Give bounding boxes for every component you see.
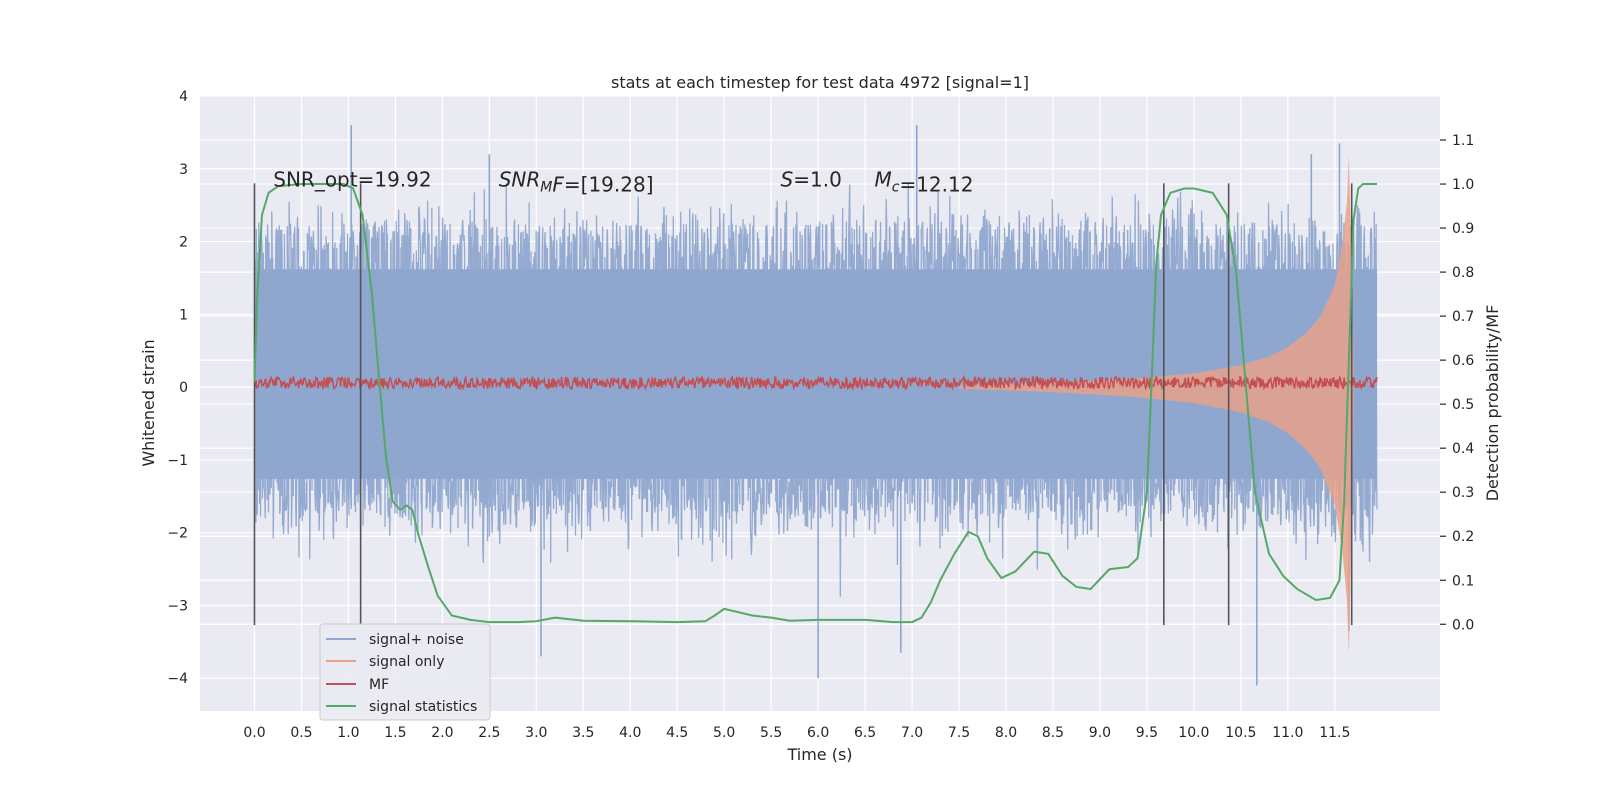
y2-tick-label: 1.0 <box>1452 177 1474 193</box>
x-tick-label: 5.5 <box>760 725 782 741</box>
x-tick-label: 10.5 <box>1225 725 1256 741</box>
y-tick-label: 2 <box>179 235 188 251</box>
x-tick-label: 3.5 <box>572 725 594 741</box>
x-tick-label: 2.5 <box>478 725 500 741</box>
y-tick-label: 1 <box>179 307 188 323</box>
y-tick-label: 3 <box>179 162 188 178</box>
y2-tick-label: 0.9 <box>1452 221 1474 237</box>
x-tick-label: 8.0 <box>995 725 1017 741</box>
y-tick-label: 4 <box>179 89 188 105</box>
x-tick-label: 1.5 <box>384 725 406 741</box>
series-signal-statistics <box>253 183 1378 624</box>
y-tick-label: −4 <box>167 671 188 687</box>
x-tick-label: 11.0 <box>1272 725 1303 741</box>
legend-label-signal-only: signal only <box>369 654 444 670</box>
x-tick-label: 7.0 <box>901 725 923 741</box>
y2-tick-label: 1.1 <box>1452 133 1474 149</box>
annotation-2: S=1.0 <box>781 168 842 192</box>
x-tick-label: 3.0 <box>525 725 547 741</box>
y2-tick-label: 0.3 <box>1452 485 1474 501</box>
legend-box <box>319 623 491 721</box>
x-tick-label: 2.0 <box>431 725 453 741</box>
y-tick-label: −3 <box>167 598 188 614</box>
x-tick-label: 0.0 <box>243 725 265 741</box>
x-tick-label: 5.0 <box>713 725 735 741</box>
signal-statistics-line <box>253 183 1378 624</box>
x-tick-label: 9.0 <box>1089 725 1111 741</box>
x-tick-label: 6.0 <box>807 725 829 741</box>
y2-tick-label: 0.5 <box>1452 397 1474 413</box>
y2-tick-label: 0.8 <box>1452 265 1474 281</box>
y2-tick-label: 0.6 <box>1452 353 1474 369</box>
y2-tick-label: 0.7 <box>1452 309 1474 325</box>
x-tick-label: 11.5 <box>1319 725 1350 741</box>
legend-label-signal-plus-noise: signal+ noise <box>369 632 464 648</box>
x-tick-label: 4.5 <box>666 725 688 741</box>
y2-tick-label: 0.1 <box>1452 573 1474 589</box>
legend-label-signal-statistics: signal statistics <box>369 699 477 715</box>
mf-line <box>253 374 1378 392</box>
y2-axis-ticks: 0.0 0.1 0.2 0.3 0.4 0.5 0.6 0.7 0.8 0.9 1.0 1.1 <box>1440 133 1474 633</box>
legend: signal+ noise signal only MF signal stat… <box>319 623 491 721</box>
annotations: SNR_opt=19.92 SNRMF=[19.28] S=1.0 Mc=12.12 <box>273 168 973 197</box>
annotation-1: SNRMF=[19.28] <box>499 168 654 197</box>
plot-area <box>253 125 1378 686</box>
annotation-0: SNR_opt=19.92 <box>273 168 431 192</box>
series-mf <box>253 374 1378 392</box>
x-axis-label: Time (s) <box>786 745 852 764</box>
x-tick-label: 9.5 <box>1136 725 1158 741</box>
vertical-markers <box>253 183 1353 626</box>
x-tick-label: 8.5 <box>1042 725 1064 741</box>
x-tick-label: 0.5 <box>290 725 312 741</box>
y-axis-label: Whitened strain <box>139 339 158 466</box>
x-axis-ticks: 0.0 0.5 1.0 1.5 2.0 2.5 3.0 3.5 4.0 4.5 5.0 5.5 6.0 6… <box>243 725 1350 741</box>
y-tick-label: 0 <box>179 380 188 396</box>
y-tick-label: −1 <box>167 453 188 469</box>
x-tick-label: 6.5 <box>854 725 876 741</box>
x-tick-label: 10.0 <box>1178 725 1209 741</box>
y-axis-ticks: −4 −3 −2 −1 0 1 2 3 4 <box>167 89 188 687</box>
y-tick-label: −2 <box>167 526 188 542</box>
annotation-3: Mc=12.12 <box>874 168 973 197</box>
x-tick-label: 4.0 <box>619 725 641 741</box>
x-tick-label: 7.5 <box>948 725 970 741</box>
legend-label-mf: MF <box>369 677 389 693</box>
y2-axis-label: Detection probability/MF <box>1483 305 1502 502</box>
signal-only-envelope <box>959 154 1354 655</box>
y2-tick-label: 0.0 <box>1452 617 1474 633</box>
x-tick-label: 1.0 <box>337 725 359 741</box>
y2-tick-label: 0.4 <box>1452 441 1474 457</box>
y2-tick-label: 0.2 <box>1452 529 1474 545</box>
chart-title: stats at each timestep for test data 497… <box>611 73 1029 92</box>
series-signal-only <box>959 154 1354 655</box>
